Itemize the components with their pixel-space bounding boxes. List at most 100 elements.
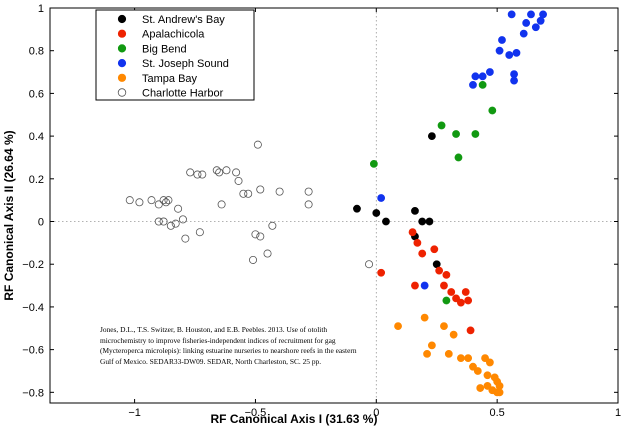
legend-label-st-joseph-sound: St. Joseph Sound [142, 58, 229, 70]
y-tick-label: −0.2 [22, 259, 44, 271]
legend-marker-st-joseph-sound [117, 58, 127, 68]
point-tampa-bay [449, 330, 458, 339]
y-tick-label: 0.2 [29, 174, 44, 186]
point-tampa-bay [493, 388, 502, 397]
point-big-bend [452, 130, 460, 138]
point-st-joseph-sound [495, 46, 504, 55]
point-charlotte-harbor [244, 189, 253, 198]
point-st-andrew-s-bay [427, 132, 436, 141]
point-st-andrew-s-bay [411, 206, 419, 215]
point-tampa-bay [440, 322, 448, 331]
legend-marker-apalachicola [117, 29, 127, 38]
point-charlotte-harbor [217, 200, 226, 209]
point-charlotte-harbor [159, 217, 168, 226]
point-charlotte-harbor [186, 168, 195, 177]
point-charlotte-harbor [222, 166, 231, 175]
legend-marker-charlotte-harbor [117, 88, 127, 97]
point-charlotte-harbor [249, 255, 258, 264]
point-st-andrew-s-bay [382, 217, 390, 226]
point-charlotte-harbor [193, 170, 202, 179]
legend-marker-st-andrew-s-bay [117, 14, 127, 24]
point-tampa-bay [464, 354, 473, 363]
point-charlotte-harbor [195, 228, 204, 237]
point-apalachicola [418, 249, 427, 258]
point-apalachicola [413, 238, 422, 247]
point-big-bend [437, 121, 446, 130]
point-st-andrew-s-bay [372, 209, 381, 217]
y-tick-label: 0 [38, 217, 44, 229]
y-tick-label: 1 [38, 3, 44, 15]
point-charlotte-harbor [234, 176, 243, 185]
x-tick-label: 0 [373, 407, 379, 419]
point-charlotte-harbor [256, 232, 265, 241]
point-st-andrew-s-bay [425, 217, 434, 226]
point-st-joseph-sound [471, 72, 480, 81]
point-apalachicola [435, 266, 444, 275]
point-tampa-bay [427, 341, 436, 350]
point-tampa-bay [423, 349, 431, 358]
point-big-bend [471, 130, 480, 138]
x-tick-label: −1 [128, 407, 141, 419]
point-charlotte-harbor [159, 196, 168, 205]
point-tampa-bay [444, 349, 453, 358]
point-charlotte-harbor [135, 198, 144, 207]
point-charlotte-harbor [181, 234, 190, 243]
point-big-bend [488, 106, 497, 115]
point-charlotte-harbor [125, 196, 134, 205]
y-tick-label: −0.8 [22, 387, 44, 399]
point-apalachicola [456, 298, 465, 307]
y-tick-label: 0.4 [29, 131, 44, 143]
point-big-bend [442, 296, 451, 305]
point-tampa-bay [476, 384, 485, 392]
point-charlotte-harbor [171, 219, 180, 228]
point-st-joseph-sound [377, 194, 386, 202]
point-charlotte-harbor [239, 189, 248, 198]
point-st-joseph-sound [507, 10, 516, 19]
point-st-joseph-sound [522, 19, 531, 27]
point-apalachicola [464, 296, 473, 305]
point-st-joseph-sound [512, 48, 521, 57]
y-tick-label: −0.6 [22, 345, 44, 357]
legend-label-apalachicola: Apalachicola [142, 29, 205, 41]
point-st-joseph-sound [420, 281, 429, 290]
point-charlotte-harbor [178, 215, 187, 224]
point-apalachicola [411, 281, 419, 290]
legend-label-big-bend: Big Bend [142, 43, 187, 55]
point-charlotte-harbor [147, 196, 156, 205]
y-axis-title: RF Canonical Axis II (26.64 %) [2, 130, 16, 300]
point-tampa-bay [473, 367, 482, 375]
point-charlotte-harbor [154, 217, 163, 226]
point-tampa-bay [469, 362, 477, 371]
point-charlotte-harbor [256, 185, 265, 194]
x-tick-label: 1 [615, 407, 621, 419]
point-big-bend [478, 80, 487, 89]
point-charlotte-harbor [253, 140, 262, 149]
point-charlotte-harbor [263, 249, 272, 258]
point-charlotte-harbor [232, 168, 241, 177]
point-charlotte-harbor [365, 260, 374, 269]
point-charlotte-harbor [215, 168, 224, 177]
legend-label-charlotte-harbor: Charlotte Harbor [142, 88, 224, 100]
point-st-andrew-s-bay [353, 204, 361, 213]
point-st-joseph-sound [539, 10, 547, 19]
point-charlotte-harbor [166, 221, 175, 230]
point-st-joseph-sound [519, 29, 528, 38]
x-tick-label: −0.5 [245, 407, 267, 419]
point-apalachicola [447, 288, 456, 296]
point-st-joseph-sound [469, 80, 477, 89]
point-charlotte-harbor [174, 204, 183, 213]
point-apalachicola [442, 270, 451, 279]
point-st-joseph-sound [478, 72, 487, 81]
point-charlotte-harbor [251, 230, 260, 239]
point-charlotte-harbor [268, 221, 277, 230]
y-tick-label: −0.4 [22, 302, 44, 314]
point-apalachicola [466, 326, 475, 335]
point-charlotte-harbor [162, 198, 171, 207]
point-charlotte-harbor [154, 200, 163, 209]
point-apalachicola [461, 288, 470, 296]
point-st-joseph-sound [498, 36, 506, 44]
point-st-joseph-sound [485, 68, 494, 76]
point-st-joseph-sound [531, 23, 540, 32]
